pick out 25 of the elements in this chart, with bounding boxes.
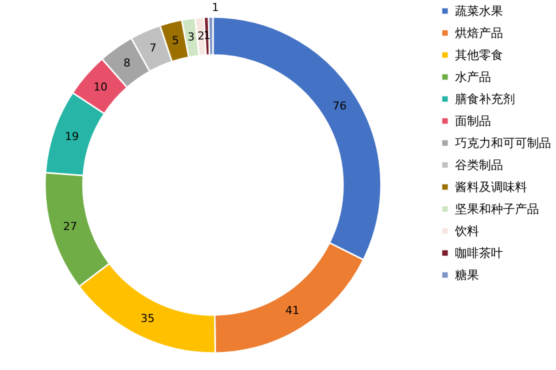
legend-label: 酱料及调味料: [455, 180, 527, 194]
data-label: 8: [124, 56, 131, 70]
legend-label: 糖果: [455, 268, 479, 282]
data-label: 1: [212, 1, 219, 14]
legend-label: 巧克力和可可制品: [455, 136, 551, 150]
data-label: 76: [332, 100, 347, 113]
legend-label: 坚果和种子产品: [455, 202, 539, 216]
legend-label: 烘焙产品: [455, 26, 503, 40]
legend-label: 蔬菜水果: [455, 4, 503, 18]
legend-label: 其他零食: [455, 48, 503, 62]
legend-label: 水产品: [455, 70, 491, 84]
data-label: 7: [150, 42, 157, 55]
data-label: 3: [188, 30, 195, 44]
legend-label: 膳食补充剂: [455, 92, 515, 106]
data-label: 2: [198, 29, 205, 42]
legend-label: 谷类制品: [455, 158, 503, 172]
data-label: 41: [285, 304, 300, 318]
data-label: 10: [94, 80, 108, 94]
legend-label: 面制品: [455, 114, 491, 128]
data-label: 19: [64, 130, 79, 144]
data-label: 5: [172, 34, 180, 47]
data-label: 35: [140, 312, 155, 325]
legend-label: 咖啡茶叶: [455, 246, 503, 260]
legend-label: 饮料: [454, 224, 479, 238]
data-label: 27: [63, 220, 78, 234]
